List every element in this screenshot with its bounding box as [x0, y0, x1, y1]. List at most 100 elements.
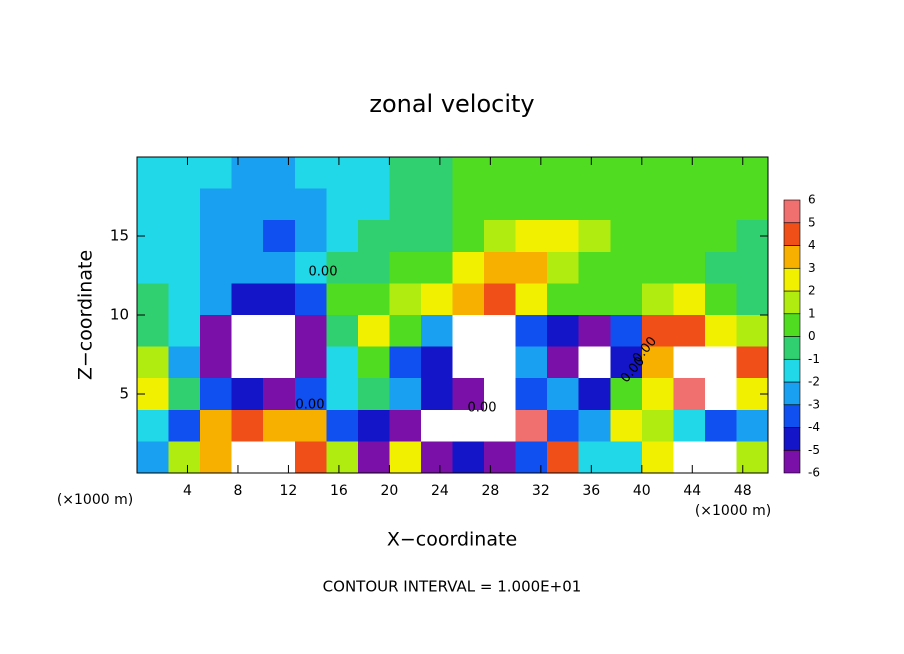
heatmap-cell: [231, 346, 264, 379]
heatmap-cell: [484, 157, 517, 190]
heatmap-cell: [389, 251, 422, 284]
heatmap-cell: [357, 220, 390, 253]
heatmap-cell: [294, 188, 327, 221]
heatmap-cell: [420, 188, 453, 221]
heatmap-cell: [704, 283, 737, 316]
heatmap-cell: [137, 409, 170, 442]
heatmap-cell: [704, 441, 737, 474]
heatmap-cell: [357, 378, 390, 411]
heatmap-cell: [200, 346, 233, 379]
colorbar-label: -1: [808, 352, 820, 366]
heatmap-cell: [420, 441, 453, 474]
heatmap-cell: [231, 283, 264, 316]
heatmap-cell: [641, 188, 674, 221]
heatmap-cell: [389, 315, 422, 348]
heatmap-cell: [610, 157, 643, 190]
x-tick-label: 4: [183, 483, 192, 499]
contour-label: 0.00: [309, 265, 338, 280]
heatmap-cell: [231, 188, 264, 221]
heatmap-cell: [357, 346, 390, 379]
heatmap-cell: [168, 157, 201, 190]
colorbar-swatch: [783, 336, 801, 360]
heatmap-cell: [200, 315, 233, 348]
heatmap-cell: [263, 220, 296, 253]
heatmap-cell: [168, 188, 201, 221]
colorbar-swatch: [783, 381, 801, 406]
heatmap-cell: [484, 251, 517, 284]
heatmap-cell: [515, 378, 548, 411]
heatmap-cell: [673, 409, 706, 442]
heatmap-cell: [420, 157, 453, 190]
heatmap-cell: [673, 220, 706, 253]
heatmap-cell: [610, 441, 643, 474]
heatmap-cell: [484, 441, 517, 474]
heatmap-cell: [578, 409, 611, 442]
heatmap-cell: [641, 441, 674, 474]
heatmap-cell: [200, 251, 233, 284]
heatmap-cell: [420, 378, 453, 411]
heatmap-cell: [578, 220, 611, 253]
heatmap-cell: [326, 378, 359, 411]
x-tick-label: 24: [431, 483, 449, 499]
heatmap-cell: [168, 409, 201, 442]
heatmap-cell: [578, 188, 611, 221]
heatmap-cell: [389, 409, 422, 442]
heatmap-cell: [578, 315, 611, 348]
colorbar-swatch: [783, 290, 801, 315]
heatmap-cell: [547, 283, 580, 316]
colorbar-swatch: [783, 358, 801, 383]
heatmap-cell: [389, 188, 422, 221]
heatmap-cell: [484, 188, 517, 221]
heatmap-cell: [547, 315, 580, 348]
heatmap-cell: [168, 315, 201, 348]
heatmap-cell: [326, 157, 359, 190]
heatmap-cell: [578, 283, 611, 316]
colorbar-swatch: [783, 449, 801, 474]
y-tick-label: 15: [110, 227, 129, 245]
heatmap-cell: [452, 251, 485, 284]
heatmap-cell: [452, 157, 485, 190]
heatmap-cell: [168, 441, 201, 474]
heatmap-cell: [641, 315, 674, 348]
heatmap-cell: [452, 441, 485, 474]
heatmap-cell: [326, 409, 359, 442]
heatmap-cell: [137, 346, 170, 379]
heatmap-cell: [326, 315, 359, 348]
heatmap-cell: [231, 378, 264, 411]
chart-title: zonal velocity: [369, 90, 534, 118]
colorbar-label: 6: [808, 193, 816, 207]
contour-label: 0.00: [468, 401, 497, 416]
colorbar-label: 3: [808, 261, 816, 275]
x-axis-label: X−coordinate: [387, 529, 517, 551]
heatmap-cell: [263, 378, 296, 411]
heatmap-cell: [578, 378, 611, 411]
heatmap-cell: [326, 251, 359, 284]
colorbar-label: -5: [808, 443, 820, 457]
colorbar-swatch: [783, 245, 801, 269]
heatmap-cell: [578, 157, 611, 190]
heatmap-cell: [484, 409, 517, 442]
heatmap-cell: [357, 188, 390, 221]
heatmap-cell: [515, 157, 548, 190]
heatmap-cell: [294, 409, 327, 442]
heatmap-cell: [420, 283, 453, 316]
heatmap-cell: [452, 315, 485, 348]
heatmap-cell: [294, 441, 327, 474]
heatmap-cell: [231, 441, 264, 474]
heatmap-cell: [357, 157, 390, 190]
heatmap-cell: [200, 378, 233, 411]
heatmap-cell: [484, 315, 517, 348]
heatmap-cell: [515, 441, 548, 474]
x-tick-label: 36: [582, 483, 600, 499]
heatmap-cell: [326, 346, 359, 379]
heatmap-cell: [736, 157, 769, 190]
heatmap-cell: [294, 220, 327, 253]
heatmap-cell: [168, 346, 201, 379]
heatmap-cell: [231, 251, 264, 284]
heatmap-cell: [610, 220, 643, 253]
heatmap-cell: [452, 220, 485, 253]
heatmap-cell: [673, 188, 706, 221]
heatmap-cell: [452, 378, 485, 411]
colorbar-label: -4: [808, 420, 820, 434]
heatmap-cell: [263, 157, 296, 190]
